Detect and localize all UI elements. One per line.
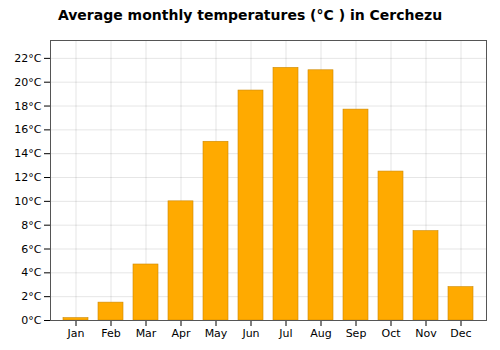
svg-text:10°C: 10°C [14,195,41,208]
svg-text:Oct: Oct [381,327,401,340]
svg-text:16°C: 16°C [14,123,41,136]
svg-text:14°C: 14°C [14,147,41,160]
svg-text:Feb: Feb [101,327,120,340]
svg-text:20°C: 20°C [14,76,41,89]
svg-text:0°C: 0°C [21,314,41,327]
svg-text:4°C: 4°C [21,266,41,279]
svg-text:12°C: 12°C [14,171,41,184]
svg-text:2°C: 2°C [21,290,41,303]
svg-text:Sep: Sep [346,327,367,340]
svg-text:Jun: Jun [241,327,259,340]
svg-text:Aug: Aug [310,327,331,340]
svg-text:Apr: Apr [171,327,191,340]
svg-text:8°C: 8°C [21,219,41,232]
svg-text:Mar: Mar [136,327,157,340]
svg-text:6°C: 6°C [21,243,41,256]
svg-text:18°C: 18°C [14,100,41,113]
svg-text:22°C: 22°C [14,52,41,65]
html-text:Average monthly temperatures (: Average monthly temperatures (°C ) in Ce… [57,7,443,23]
svg-text:Jan: Jan [67,327,85,340]
svg-text:Jul: Jul [278,327,292,340]
svg-text:May: May [205,327,228,340]
svg-text:Nov: Nov [415,327,437,340]
svg-text:Dec: Dec [450,327,471,340]
